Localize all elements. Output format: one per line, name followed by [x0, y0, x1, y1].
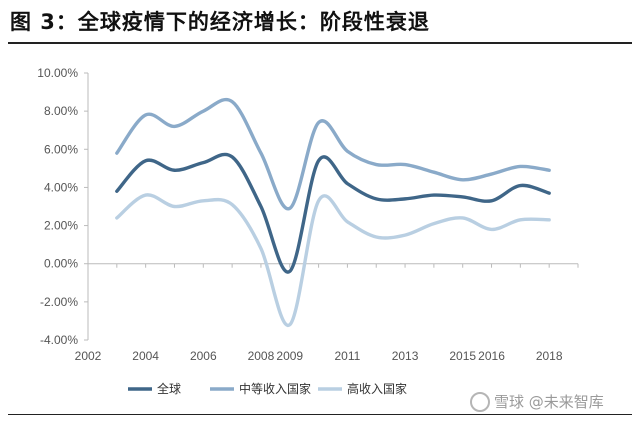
y-tick-label: -2.00% — [40, 295, 78, 309]
watermark-text: 雪球 @未来智库 — [494, 393, 604, 411]
x-tick-label: 2016 — [478, 349, 505, 363]
y-tick-label: 6.00% — [44, 142, 78, 156]
x-tick-label: 2013 — [392, 349, 419, 363]
y-tick-label: 0.00% — [44, 257, 78, 271]
y-tick-label: -4.00% — [40, 333, 78, 347]
snowball-logo-icon — [470, 391, 490, 412]
legend: 全球 中等收入国家 高收入国家 — [128, 381, 407, 396]
y-axis: 10.00% 8.00% 6.00% 4.00% 2.00% 0.00% -2.00% -4.… — [37, 66, 89, 347]
y-tick-label: 4.00% — [44, 180, 78, 194]
series-line-2 — [115, 193, 551, 327]
x-tick-label: 2015 — [449, 349, 476, 363]
x-tick-label: 2004 — [132, 349, 159, 363]
title-rule — [8, 42, 632, 44]
bottom-rule — [8, 414, 632, 415]
y-tick-label: 8.00% — [44, 104, 78, 118]
legend-label: 高收入国家 — [347, 381, 407, 396]
watermark: 雪球 @未来智库 — [470, 391, 604, 413]
x-axis: 2002 2004 2006 2008 2009 2011 2013 2015 2016 2018 — [75, 263, 579, 363]
y-tick-label: 10.00% — [37, 66, 78, 80]
x-tick-label: 2009 — [276, 349, 303, 363]
series-layer — [115, 97, 551, 327]
legend-label: 中等收入国家 — [239, 381, 311, 396]
series-line-1 — [115, 97, 551, 211]
series-line-0 — [115, 152, 551, 274]
x-tick-label: 2008 — [248, 349, 275, 363]
x-tick-label: 2002 — [75, 349, 102, 363]
y-tick-label: 2.00% — [44, 219, 78, 233]
x-tick-label: 2006 — [190, 349, 217, 363]
figure-title: 图 3：全球疫情下的经济增长：阶段性衰退 — [10, 10, 430, 34]
legend-label: 全球 — [157, 381, 181, 396]
x-tick-label: 2018 — [536, 349, 563, 363]
x-tick-label: 2011 — [335, 349, 361, 363]
